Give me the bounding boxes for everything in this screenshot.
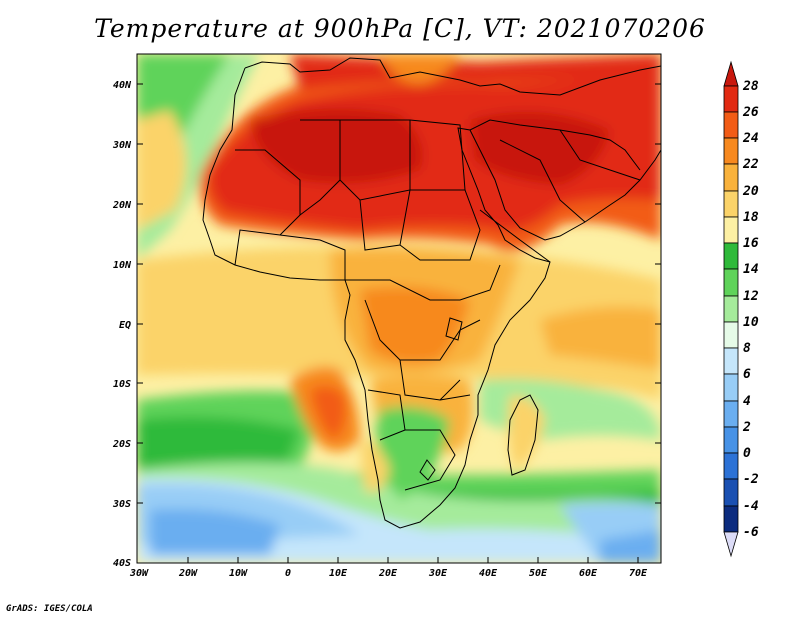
- colorbar-label-10: 10: [743, 315, 759, 330]
- colorbar-label-18: 18: [743, 210, 759, 225]
- lon-label-40e: 40E: [479, 568, 498, 579]
- lat-label-10s: 10S: [113, 379, 131, 390]
- colorbar: [723, 60, 739, 558]
- lon-label-20w: 20W: [178, 568, 198, 579]
- colorbar-label-14: 14: [743, 262, 759, 277]
- lon-label-60e: 60E: [579, 568, 598, 579]
- colorbar-label-20: 20: [742, 184, 759, 199]
- colorbar-label-neg2: -2: [743, 472, 759, 487]
- temperature-field: [137, 54, 661, 563]
- lon-label-20e: 20E: [378, 568, 398, 579]
- colorbar-label-28: 28: [742, 79, 759, 94]
- colorbar-box-16-18: [723, 216, 739, 244]
- colorbar-label-neg4: -4: [743, 499, 759, 514]
- latitude-axis: [137, 83, 661, 504]
- colorbar-label-0: 0: [743, 446, 751, 461]
- colorbar-box-12-14: [723, 268, 739, 297]
- lat-label-30s: 30S: [112, 499, 131, 510]
- colorbar-label-6: 6: [743, 367, 751, 382]
- longitude-axis: [187, 557, 639, 563]
- lat-label-10n: 10N: [113, 260, 132, 271]
- colorbar-label-12: 12: [743, 289, 759, 304]
- colorbar-label-4: 4: [743, 394, 751, 409]
- colorbar-box-14-16: [723, 242, 739, 270]
- grads-credit: GrADS: IGES/COLA: [6, 604, 93, 614]
- colorbar-box-20-22: [723, 163, 739, 192]
- lat-label-eq: EQ: [119, 320, 131, 331]
- colorbar-box-4-6: [723, 373, 739, 402]
- colorbar-label-16: 16: [743, 236, 759, 251]
- colorbar-box-neg2-0: [723, 452, 739, 480]
- map-title: Temperature at 900hPa [C], VT: 202107020…: [94, 14, 706, 43]
- lon-label-10w: 10W: [229, 568, 248, 579]
- colorbar-box-24-26: [723, 111, 739, 139]
- colorbar-label-26: 26: [742, 105, 759, 120]
- colorbar-box-26-28: [723, 85, 739, 113]
- lat-label-40n: 40N: [113, 80, 132, 91]
- colorbar-box-neg6-neg4: [723, 505, 739, 533]
- lat-label-30n: 30N: [112, 140, 132, 151]
- colorbar-label-neg6: -6: [743, 525, 759, 540]
- colorbar-top-triangle: [723, 60, 739, 87]
- lon-label-10e: 10E: [329, 568, 348, 579]
- lon-label-0: 0: [285, 568, 291, 579]
- colorbar-box-6-8: [723, 347, 739, 375]
- colorbar-box-22-24: [723, 137, 739, 165]
- map-frame: [136, 53, 662, 564]
- lon-label-30w: 30W: [129, 568, 149, 579]
- colorbar-box-neg4-neg2: [723, 478, 739, 507]
- colorbar-box-10-12: [723, 295, 739, 323]
- lat-label-20s: 20S: [112, 439, 131, 450]
- lon-label-50e: 50E: [529, 568, 548, 579]
- lon-label-30e: 30E: [428, 568, 448, 579]
- colorbar-box-18-20: [723, 190, 739, 218]
- colorbar-box-0-2: [723, 426, 739, 454]
- colorbar-box-8-10: [723, 321, 739, 349]
- colorbar-box-2-4: [723, 400, 739, 428]
- colorbar-label-22: 22: [742, 157, 759, 172]
- lat-label-20n: 20N: [112, 200, 132, 211]
- lat-label-40s: 40S: [113, 558, 131, 569]
- colorbar-label-2: 2: [742, 420, 751, 435]
- colorbar-label-24: 24: [742, 131, 759, 146]
- colorbar-label-8: 8: [743, 341, 751, 356]
- colorbar-bottom-triangle: [723, 531, 739, 558]
- lon-label-70e: 70E: [629, 568, 648, 579]
- coastline-outlines: [202, 57, 661, 529]
